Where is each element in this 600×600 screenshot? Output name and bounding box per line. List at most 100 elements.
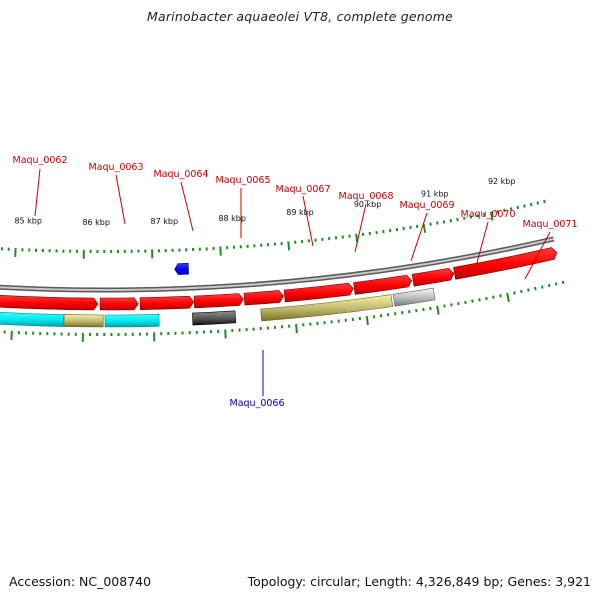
scale-label: 85 kbp bbox=[14, 217, 42, 226]
minor-tick bbox=[523, 204, 526, 208]
minor-tick bbox=[449, 219, 453, 223]
minor-tick bbox=[547, 283, 551, 288]
gene-label: Maqu_0065 bbox=[216, 175, 271, 186]
outer-tick-ring bbox=[3, 280, 565, 342]
minor-tick bbox=[536, 201, 540, 205]
minor-tick bbox=[450, 303, 453, 307]
minor-tick bbox=[543, 199, 546, 204]
accession-label: Accession: NC_008740 bbox=[9, 574, 152, 589]
gene-label: Maqu_0062 bbox=[13, 155, 68, 166]
major-tick bbox=[295, 323, 298, 334]
major-tick bbox=[224, 329, 227, 339]
major-tick bbox=[506, 292, 510, 302]
minor-tick bbox=[442, 220, 446, 224]
gene-labels: Maqu_0062 Maqu_0063 Maqu_0064 Maqu_0065 Maqu… bbox=[13, 155, 578, 409]
gene-label-leader bbox=[180, 181, 194, 232]
minor-tick bbox=[509, 207, 513, 211]
gene-label-leader bbox=[115, 174, 126, 225]
minor-tick bbox=[443, 304, 446, 308]
major-tick bbox=[422, 223, 427, 233]
minor-tick bbox=[529, 202, 533, 207]
minor-tick bbox=[492, 295, 495, 299]
gene-label: Maqu_0070 bbox=[461, 209, 516, 220]
gene-label: Maqu_0066 bbox=[230, 398, 285, 409]
cds-arrow bbox=[139, 295, 195, 311]
gene-label-leader bbox=[302, 195, 314, 247]
cds-arrow bbox=[0, 294, 99, 311]
minor-tick bbox=[476, 214, 479, 218]
gene-label-leader bbox=[474, 221, 489, 271]
scale-label: 92 kbp bbox=[488, 177, 516, 186]
minor-tick bbox=[401, 311, 404, 315]
gene-label: Maqu_0069 bbox=[400, 200, 455, 211]
major-tick bbox=[365, 315, 369, 326]
map-title: Marinobacter aquaeolei VT8, complete gen… bbox=[146, 9, 454, 24]
minor-tick bbox=[368, 231, 372, 236]
minor-tick bbox=[469, 215, 473, 219]
minor-tick bbox=[513, 291, 516, 295]
cds-arrow bbox=[453, 247, 558, 280]
reverse-cds-feature bbox=[174, 262, 189, 275]
minor-tick bbox=[463, 216, 466, 220]
scale-label: 90 kbp bbox=[354, 200, 382, 209]
minor-tick bbox=[429, 222, 432, 226]
cog-feature-bar bbox=[0, 311, 64, 327]
minor-tick bbox=[464, 300, 467, 305]
major-tick bbox=[436, 305, 440, 315]
minor-tick bbox=[540, 285, 544, 289]
cds-arrow bbox=[283, 282, 354, 303]
minor-tick bbox=[457, 302, 460, 306]
gene-label-leader bbox=[354, 203, 367, 253]
minor-tick bbox=[496, 209, 499, 214]
major-tick bbox=[219, 246, 222, 256]
gene-label: Maqu_0063 bbox=[89, 162, 144, 173]
minor-tick bbox=[436, 221, 439, 225]
cog-feature-bar bbox=[63, 314, 104, 328]
scale-label: 88 kbp bbox=[218, 214, 246, 223]
cds-feature-ring bbox=[0, 247, 558, 311]
gene-label-leader bbox=[524, 231, 551, 280]
minor-tick bbox=[483, 212, 486, 216]
scale-label: 89 kbp bbox=[286, 208, 314, 217]
inner-tick-ring bbox=[0, 199, 546, 259]
minor-tick bbox=[516, 205, 520, 210]
cds-arrow bbox=[193, 293, 244, 309]
minor-tick bbox=[527, 288, 530, 292]
minor-tick bbox=[520, 289, 523, 294]
minor-tick bbox=[561, 280, 565, 285]
genome-summary: Topology: circular; Length: 4,326,849 bp… bbox=[247, 574, 591, 589]
cds-arrow bbox=[411, 267, 455, 287]
minor-tick bbox=[499, 294, 502, 298]
minor-tick bbox=[554, 282, 558, 286]
minor-tick bbox=[422, 307, 425, 312]
cds-arrow bbox=[243, 290, 284, 306]
cog-feature-bar bbox=[260, 294, 394, 322]
major-tick bbox=[287, 241, 291, 251]
reverse-strand-ring bbox=[174, 262, 189, 275]
gene-label: Maqu_0067 bbox=[276, 184, 331, 195]
scale-label: 86 kbp bbox=[82, 218, 110, 227]
gene-label-leader bbox=[34, 168, 41, 217]
cog-feature-ring bbox=[0, 287, 436, 328]
major-tick bbox=[489, 211, 494, 221]
backbone-highlight bbox=[0, 237, 555, 291]
gene-label: Maqu_0064 bbox=[154, 169, 209, 180]
minor-tick bbox=[456, 217, 459, 222]
cog-feature-bar bbox=[192, 310, 237, 326]
minor-tick bbox=[478, 298, 481, 302]
minor-tick bbox=[429, 306, 432, 311]
cds-arrow bbox=[353, 274, 413, 295]
gene-label-leader bbox=[410, 212, 428, 262]
minor-tick bbox=[503, 208, 506, 212]
cds-arrow bbox=[99, 297, 139, 311]
minor-tick bbox=[415, 224, 419, 229]
minor-tick bbox=[485, 296, 488, 301]
cog-feature-bar bbox=[392, 287, 436, 307]
minor-tick bbox=[534, 286, 537, 291]
gene-label: Maqu_0071 bbox=[523, 219, 578, 230]
genome-backbone bbox=[0, 236, 555, 293]
minor-tick bbox=[471, 299, 474, 303]
minor-tick bbox=[402, 226, 405, 231]
